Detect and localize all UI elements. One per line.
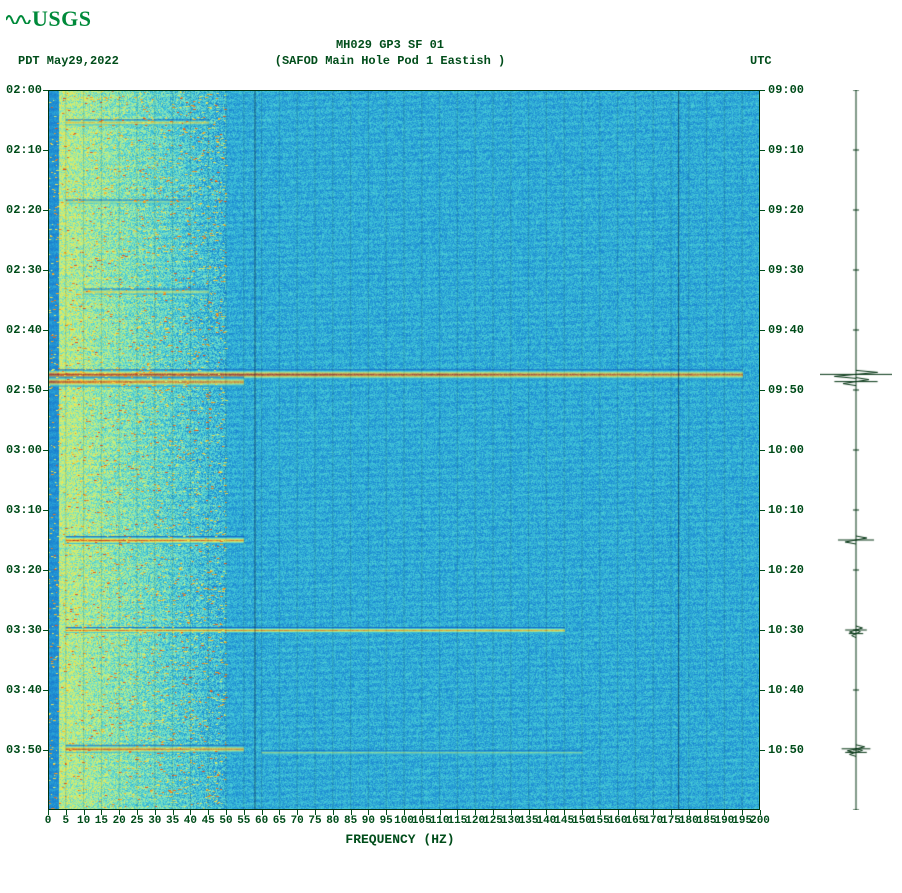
x-tick: 0 (45, 815, 52, 827)
y-left-tick: 03:00 (6, 443, 42, 457)
y-right-tick: 10:30 (768, 623, 804, 637)
y-right-tick: 09:10 (768, 143, 804, 157)
y-left-tick: 03:40 (6, 683, 42, 697)
pdt-date-label: PDT May29,2022 (18, 54, 119, 68)
x-tick: 65 (273, 815, 286, 827)
x-tick: 70 (291, 815, 304, 827)
y-right-tick: 09:40 (768, 323, 804, 337)
y-right-tick: 09:00 (768, 83, 804, 97)
y-left-tick: 02:40 (6, 323, 42, 337)
plot-title-line1: MH029 GP3 SF 01 (0, 38, 780, 52)
x-tick: 60 (255, 815, 268, 827)
y-left-tick: 03:30 (6, 623, 42, 637)
y-left-tick: 02:00 (6, 83, 42, 97)
x-tick: 35 (166, 815, 179, 827)
x-tick: 50 (219, 815, 232, 827)
x-tick: 55 (237, 815, 250, 827)
x-tick: 95 (380, 815, 393, 827)
y-right-tick: 10:40 (768, 683, 804, 697)
y-right-tick: 10:00 (768, 443, 804, 457)
x-tick: 80 (326, 815, 339, 827)
x-tick: 15 (95, 815, 108, 827)
y-right-tick: 09:30 (768, 263, 804, 277)
y-right-tick: 09:20 (768, 203, 804, 217)
x-tick: 30 (148, 815, 161, 827)
y-left-tick: 02:10 (6, 143, 42, 157)
x-tick: 75 (308, 815, 321, 827)
x-tick: 40 (184, 815, 197, 827)
x-tick: 5 (62, 815, 69, 827)
y-left-tick: 02:30 (6, 263, 42, 277)
x-tick: 85 (344, 815, 357, 827)
usgs-logo: USGS (6, 6, 91, 32)
amplitude-side-trace (820, 90, 892, 810)
logo-text: USGS (32, 6, 91, 31)
x-tick: 90 (362, 815, 375, 827)
x-tick: 10 (77, 815, 90, 827)
x-tick: 25 (130, 815, 143, 827)
x-axis-label: FREQUENCY (HZ) (0, 832, 800, 847)
y-left-tick: 03:10 (6, 503, 42, 517)
y-left-tick: 02:20 (6, 203, 42, 217)
utc-label: UTC (750, 54, 772, 68)
y-left-tick: 03:50 (6, 743, 42, 757)
y-right-tick: 10:50 (768, 743, 804, 757)
x-tick: 200 (750, 815, 770, 827)
y-right-tick: 10:10 (768, 503, 804, 517)
x-tick: 45 (202, 815, 215, 827)
y-right-tick: 10:20 (768, 563, 804, 577)
x-tick: 20 (113, 815, 126, 827)
spectrogram-plot (48, 90, 760, 810)
y-right-tick: 09:50 (768, 383, 804, 397)
y-left-tick: 02:50 (6, 383, 42, 397)
y-left-tick: 03:20 (6, 563, 42, 577)
